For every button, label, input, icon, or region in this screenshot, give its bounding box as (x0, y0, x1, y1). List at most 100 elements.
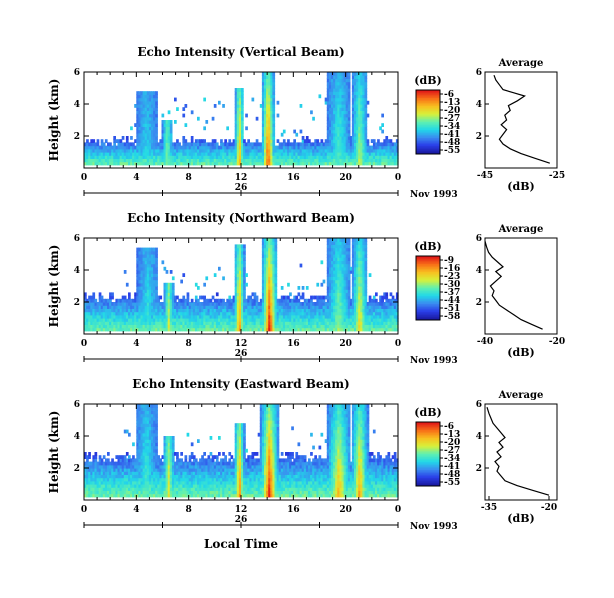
average-y-tick-label: 2 (476, 298, 482, 308)
colorbar-tick-label: -16 (444, 264, 460, 274)
panel-1: Echo Intensity (Vertical Beam) Height (km… (47, 45, 565, 200)
colorbar-tick-label: -51 (444, 304, 460, 314)
colorbar-tick-label: -41 (444, 462, 460, 472)
average-y-tick-label: 4 (476, 100, 482, 110)
average-frame (484, 237, 558, 335)
colorbar-tick-label: -27 (444, 114, 460, 124)
x-axis-label: Local Time (204, 537, 278, 551)
colorbar-unit: (dB) (414, 240, 441, 253)
average-x-tick-label: -45 (477, 171, 493, 181)
y-tick-label: 2 (74, 132, 80, 142)
colorbar-tick-label: -6 (444, 422, 454, 432)
average-x-label: (dB) (507, 180, 534, 193)
colorbar-tick-label: -44 (444, 296, 460, 306)
colorbar-tick-label: -27 (444, 446, 460, 456)
average-y-tick-label: 2 (476, 464, 482, 474)
colorbar-tick-label: -37 (444, 288, 460, 298)
colorbar-tick-label: -23 (444, 272, 460, 282)
colorbar-tick-label: -6 (444, 90, 454, 100)
day-label: 26 (235, 183, 248, 193)
panel-title: Echo Intensity (Vertical Beam) (137, 45, 344, 59)
x-tick-label: 0 (395, 339, 401, 349)
panel-title: Echo Intensity (Eastward Beam) (132, 377, 349, 391)
panel-3: Echo Intensity (Eastward Beam) Height (km… (47, 377, 558, 532)
average-profile-line (493, 74, 550, 164)
average-profile-line (486, 407, 550, 496)
y-tick-label: 6 (74, 68, 80, 78)
average-profile-line (484, 241, 543, 330)
x-tick-label: 16 (287, 173, 300, 183)
colorbar (415, 255, 441, 321)
average-title: Average (498, 224, 544, 235)
x-tick-label: 0 (395, 505, 401, 515)
colorbar-tick-label: -55 (444, 146, 460, 156)
date-label: Nov 1993 (410, 356, 458, 366)
heatmap (84, 404, 399, 498)
x-tick-label: 16 (287, 339, 300, 349)
x-tick-label: 4 (133, 505, 139, 515)
colorbar (415, 421, 441, 487)
x-tick-label: 12 (235, 173, 248, 183)
y-tick-label: 4 (74, 432, 80, 442)
colorbar-tick-label: -9 (444, 256, 454, 266)
panel-title: Echo Intensity (Northward Beam) (127, 211, 355, 225)
x-tick-label: 12 (235, 505, 248, 515)
y-tick-label: 2 (74, 464, 80, 474)
panel-2: Echo Intensity (Northward Beam) Height (k… (47, 211, 565, 366)
x-tick-label: 0 (81, 505, 87, 515)
average-x-tick-label: -35 (481, 503, 497, 513)
x-tick-label: 0 (81, 339, 87, 349)
average-y-tick-label: 4 (476, 266, 482, 276)
colorbar-tick-label: -20 (444, 438, 460, 448)
colorbar-tick-label: -34 (444, 454, 460, 464)
x-tick-label: 0 (81, 173, 87, 183)
x-tick-label: 8 (186, 505, 192, 515)
average-y-tick-label: 6 (476, 234, 482, 244)
colorbar-tick-label: -30 (444, 280, 460, 290)
heatmap (84, 238, 399, 332)
x-tick-label: 20 (339, 173, 352, 183)
day-label: 26 (235, 515, 248, 525)
x-tick-label: 8 (186, 339, 192, 349)
day-label: 26 (235, 349, 248, 359)
x-tick-label: 20 (339, 339, 352, 349)
average-y-tick-label: 6 (476, 68, 482, 78)
x-tick-label: 0 (395, 173, 401, 183)
average-y-tick-label: 2 (476, 132, 482, 142)
colorbar-unit: (dB) (414, 406, 441, 419)
average-frame (484, 71, 558, 169)
average-y-tick-label: 6 (476, 400, 482, 410)
average-x-tick-label: -20 (549, 337, 565, 347)
colorbar-tick-label: -48 (444, 470, 460, 480)
average-title: Average (498, 58, 544, 69)
colorbar-tick-label: -41 (444, 130, 460, 140)
average-x-tick-label: -40 (477, 337, 493, 347)
average-frame (484, 403, 558, 501)
average-title: Average (498, 390, 544, 401)
average-x-tick-label: -20 (541, 503, 557, 513)
average-x-label: (dB) (507, 346, 534, 359)
x-tick-label: 16 (287, 505, 300, 515)
y-axis-label: Height (km) (47, 245, 61, 328)
y-tick-label: 6 (74, 234, 80, 244)
y-tick-label: 4 (74, 266, 80, 276)
colorbar-tick-label: -13 (444, 430, 460, 440)
average-y-tick-label: 4 (476, 432, 482, 442)
y-axis-label: Height (km) (47, 411, 61, 494)
colorbar-tick-label: -13 (444, 98, 460, 108)
colorbar-unit: (dB) (414, 74, 441, 87)
x-tick-label: 12 (235, 339, 248, 349)
date-label: Nov 1993 (410, 522, 458, 532)
y-tick-label: 6 (74, 400, 80, 410)
colorbar-tick-label: -48 (444, 138, 460, 148)
colorbar-tick-label: -20 (444, 106, 460, 116)
heatmap (84, 72, 399, 166)
x-tick-label: 8 (186, 173, 192, 183)
y-tick-label: 2 (74, 298, 80, 308)
y-tick-label: 4 (74, 100, 80, 110)
y-axis-label: Height (km) (47, 79, 61, 162)
colorbar-tick-label: -55 (444, 478, 460, 488)
colorbar-tick-label: -34 (444, 122, 460, 132)
colorbar (415, 89, 441, 155)
